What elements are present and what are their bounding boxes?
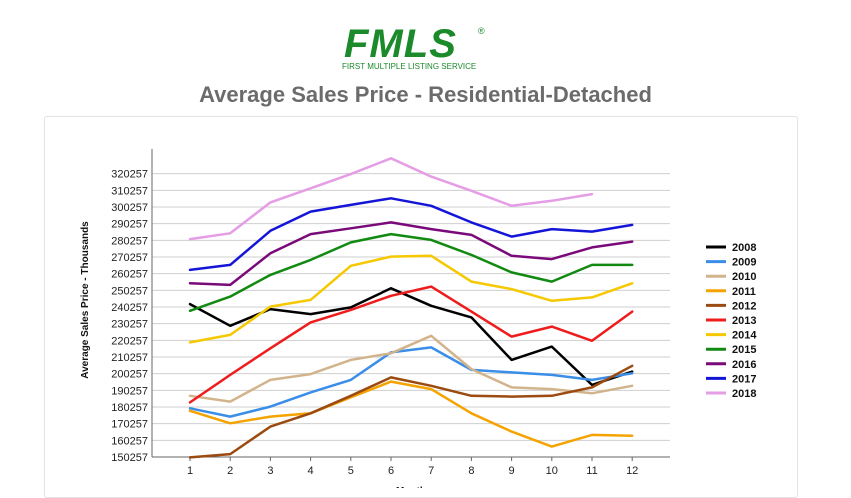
y-tick-label: 160257 [111,435,148,447]
series-line-2010 [188,334,634,403]
legend-label-2018: 2018 [732,388,756,400]
x-tick-label: 10 [546,465,558,477]
x-tick-label: 6 [388,465,394,477]
legend-label-2014: 2014 [732,330,757,342]
x-tick-label: 8 [468,465,474,477]
series-line-2012 [188,364,634,459]
legend-label-2013: 2013 [732,315,756,327]
logo-wordmark: FMLS [344,22,457,66]
x-tick-label: 11 [586,465,597,477]
legend-label-2016: 2016 [732,359,756,371]
y-tick-label: 290257 [111,219,148,231]
x-tick-label: 3 [267,465,273,477]
series-line-2015 [188,232,634,313]
y-tick-label: 250257 [111,285,148,297]
line-chart: 1502571602571702571802571902572002572102… [80,149,757,488]
x-tick-label: 12 [626,465,638,477]
series-line-2011 [188,380,634,448]
x-tick-label: 4 [308,465,314,477]
series-line-2016 [188,221,634,287]
x-axis-label: Month [396,486,426,488]
y-tick-label: 150257 [111,452,148,464]
x-tick-label: 7 [428,465,434,477]
series-line-2013 [188,285,634,404]
y-tick-label: 310257 [111,185,148,197]
legend-label-2017: 2017 [732,373,756,385]
logo-subtitle: FIRST MULTIPLE LISTING SERVICE [342,62,477,71]
y-tick-label: 220257 [111,335,148,347]
y-tick-label: 260257 [111,269,148,281]
y-tick-label: 200257 [111,369,148,381]
series-line-2008 [188,287,634,387]
x-tick-label: 1 [187,465,193,477]
legend-label-2008: 2008 [732,242,756,254]
y-tick-label: 210257 [111,352,148,364]
y-tick-label: 240257 [111,302,148,314]
x-tick-label: 2 [227,465,233,477]
fmls-logo: FMLS ® FIRST MULTIPLE LISTING SERVICE [330,24,490,72]
y-tick-label: 190257 [111,385,148,397]
x-tick-label: 5 [348,465,354,477]
y-axis-label: Average Sales Price - Thousands [80,221,91,379]
y-tick-label: 280257 [111,235,148,247]
y-tick-label: 180257 [111,402,148,414]
legend-label-2012: 2012 [732,300,756,312]
legend-label-2010: 2010 [732,271,756,283]
registered-mark: ® [478,26,485,36]
y-tick-label: 170257 [111,419,148,431]
y-tick-label: 230257 [111,319,148,331]
x-tick-label: 9 [509,465,515,477]
y-tick-label: 320257 [111,169,148,181]
y-tick-label: 270257 [111,252,148,264]
series-line-2017 [188,197,634,272]
legend-label-2015: 2015 [732,344,756,356]
series-line-2009 [188,346,634,418]
chart-title: Average Sales Price - Residential-Detach… [199,82,652,107]
y-tick-label: 300257 [111,202,148,214]
legend-label-2009: 2009 [732,257,756,269]
legend-label-2011: 2011 [732,286,756,298]
series-line-2018 [188,157,594,241]
series-line-2014 [188,254,634,344]
